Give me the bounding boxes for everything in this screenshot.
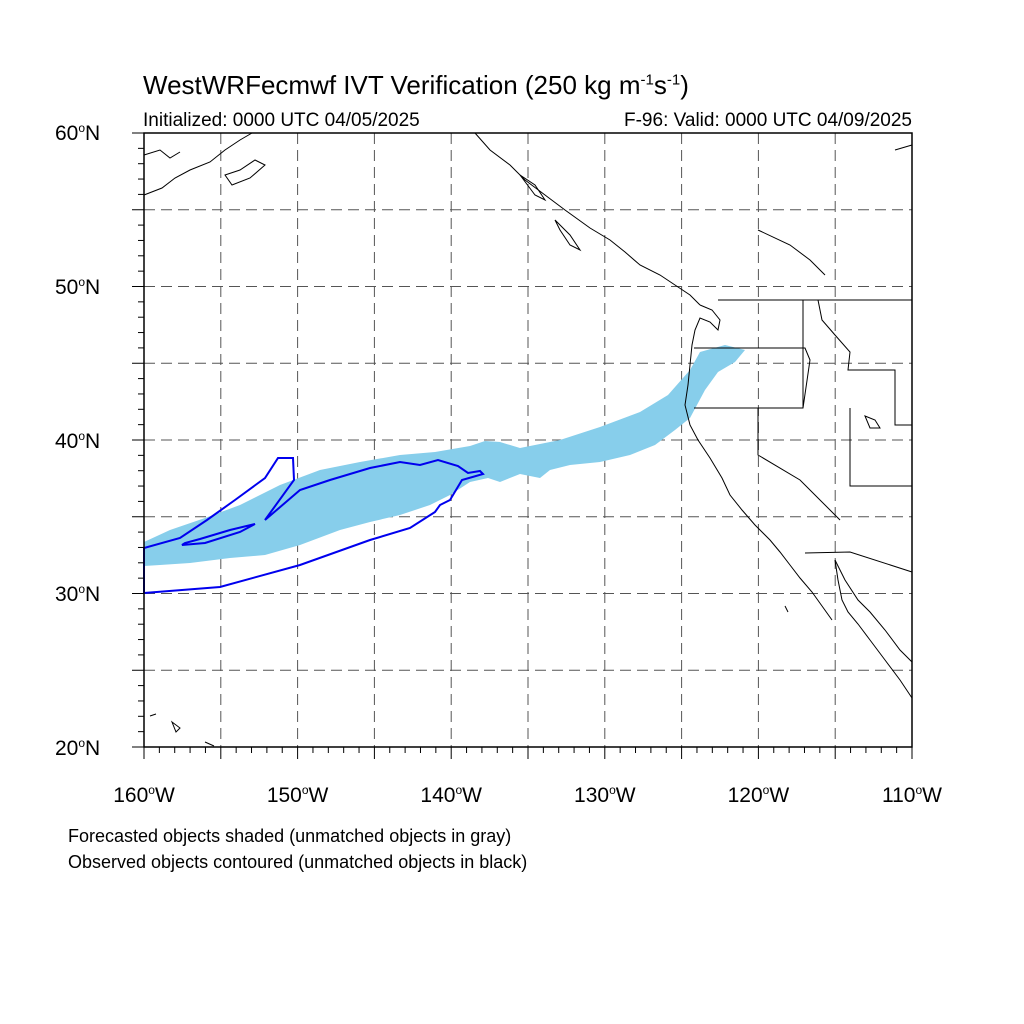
lon-label-130: 130oW [574,783,636,807]
lon-label-110: 110oW [882,783,942,807]
lon-label-140: 140oW [420,783,482,807]
legend-note-observed: Observed objects contoured (unmatched ob… [68,852,528,872]
lat-label-50: 50oN [55,275,101,299]
forecast-ivt-object [144,345,745,566]
lat-label-30: 30oN [55,582,101,606]
lon-label-160: 160oW [113,783,175,807]
lat-label-60: 60oN [55,121,101,145]
observed-contour-small [181,523,256,546]
lat-label-20: 20oN [55,736,101,760]
observed-contour-large [143,457,485,595]
lat-label-40: 40oN [55,429,101,453]
axis-ticks [132,132,913,759]
legend-note-forecast: Forecasted objects shaded (unmatched obj… [68,826,512,846]
gridlines [144,133,912,747]
initialized-label: Initialized: 0000 UTC 04/05/2025 [143,110,420,131]
lon-label-150: 150oW [266,783,329,807]
coastlines-and-borders [143,132,913,747]
valid-time-label: F-96: Valid: 0000 UTC 04/09/2025 [624,110,912,131]
map-title: WestWRFecmwf IVT Verification (250 kg m-… [143,70,689,100]
lon-label-120: 120oW [727,783,790,807]
observed-ivt-contours [143,457,485,595]
